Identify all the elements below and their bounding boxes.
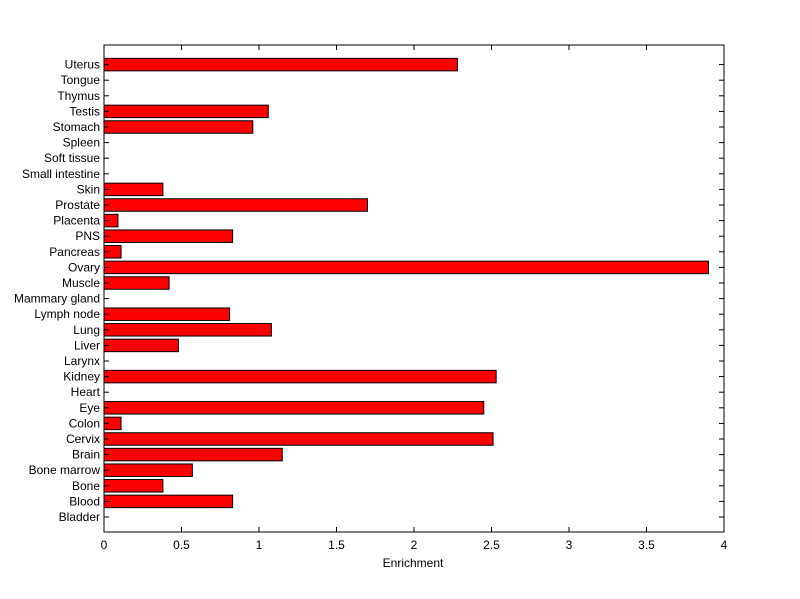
category-label: Spleen [63, 136, 100, 150]
x-tick-label: 4 [721, 538, 728, 552]
bar-ovary [103, 260, 709, 275]
category-label: Lung [73, 323, 100, 337]
category-label: Bone [72, 479, 100, 493]
category-label: PNS [75, 229, 100, 243]
category-label: Skin [77, 182, 100, 196]
bar-uterus [103, 57, 458, 72]
category-label: Thymus [57, 89, 100, 103]
category-label: Bladder [59, 510, 100, 524]
x-tick-label: 3 [566, 538, 573, 552]
category-label: Kidney [63, 370, 100, 384]
category-label: Bone marrow [29, 463, 101, 477]
category-label: Cervix [66, 432, 100, 446]
category-label: Pancreas [49, 245, 100, 259]
category-label: Prostate [55, 198, 100, 212]
category-label: Muscle [62, 276, 100, 290]
x-tick-label: 0.5 [173, 538, 190, 552]
category-label: Uterus [65, 58, 100, 72]
x-tick-label: 1 [256, 538, 263, 552]
x-tick-label: 3.5 [638, 538, 655, 552]
category-label: Ovary [68, 260, 100, 274]
plot-frame [103, 44, 725, 533]
bar-pns [103, 229, 234, 243]
category-label: Colon [69, 416, 100, 430]
category-label: Lymph node [34, 307, 100, 321]
x-tick-label: 0 [101, 538, 108, 552]
category-label: Mammary gland [14, 292, 100, 306]
x-axis-title: Enrichment [383, 556, 444, 570]
category-label: Small intestine [22, 167, 100, 181]
category-label: Heart [71, 385, 101, 399]
category-label: Stomach [53, 120, 100, 134]
category-label: Placenta [53, 214, 100, 228]
category-label: Brain [72, 448, 100, 462]
bar-skin [103, 182, 164, 197]
bar-testis [103, 104, 269, 119]
category-label: Soft tissue [44, 151, 100, 165]
bar-liver [103, 338, 179, 353]
bar-eye [103, 401, 485, 415]
bar-bone-marrow [103, 463, 193, 477]
bar-stomach [103, 120, 254, 134]
category-label: Tongue [61, 73, 101, 87]
bar-muscle [103, 276, 170, 290]
x-tick-label: 2.5 [483, 538, 500, 552]
x-tick-label: 2 [411, 538, 418, 552]
bar-cervix [103, 432, 494, 446]
category-label: Larynx [64, 354, 100, 368]
bar-brain [103, 447, 283, 462]
bar-kidney [103, 369, 497, 384]
bar-prostate [103, 198, 368, 212]
x-tick-labels-group: 0 0.5 1 1.5 2 2.5 3 3.5 4 [101, 538, 728, 552]
bar-lung [103, 323, 272, 337]
category-label: Testis [69, 104, 100, 118]
x-tick-label: 1.5 [328, 538, 345, 552]
category-label: Liver [74, 338, 100, 352]
category-label: Blood [69, 494, 100, 508]
bar-bone [103, 479, 164, 493]
bar-lymph-node [103, 307, 231, 321]
bar-blood [103, 494, 234, 509]
category-label: Eye [79, 401, 100, 415]
